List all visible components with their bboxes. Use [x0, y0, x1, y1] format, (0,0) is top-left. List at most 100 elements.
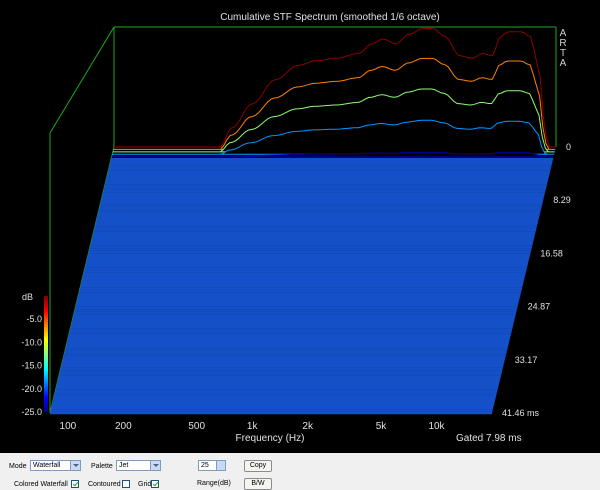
color-scale-step	[44, 350, 48, 351]
color-scale-step	[44, 365, 48, 366]
color-scale-step	[44, 375, 48, 376]
color-scale-step	[44, 331, 48, 332]
color-scale-step	[44, 355, 48, 356]
color-scale-step	[44, 362, 48, 363]
color-scale-step	[44, 325, 48, 326]
db-tick-label: -20.0	[21, 384, 42, 394]
color-scale-step	[44, 314, 48, 315]
frequency-tick-label: 1k	[247, 421, 259, 432]
db-tick-label: -15.0	[21, 361, 42, 371]
color-scale-step	[44, 326, 48, 327]
chevron-down-icon[interactable]	[150, 461, 160, 470]
color-scale-step	[44, 367, 48, 368]
color-scale-step	[44, 296, 48, 297]
chevron-down-icon[interactable]	[70, 461, 80, 470]
color-scale-step	[44, 318, 48, 319]
range-spinner[interactable]: 25	[198, 460, 226, 471]
color-scale-step	[44, 311, 48, 312]
color-scale-step	[44, 370, 48, 371]
frequency-tick-label: 5k	[376, 421, 388, 432]
chart-title: Cumulative STF Spectrum (smoothed 1/6 oc…	[220, 12, 440, 23]
color-scale-step	[44, 323, 48, 324]
color-scale-step	[44, 405, 48, 406]
color-scale-step	[44, 411, 48, 412]
color-scale-step	[44, 302, 48, 303]
frequency-tick-label: 200	[115, 421, 132, 432]
color-scale-step	[44, 410, 48, 411]
color-scale-step	[44, 377, 48, 378]
waterfall-chart: Cumulative STF Spectrum (smoothed 1/6 oc…	[21, 12, 572, 444]
copy-button[interactable]: Copy	[244, 460, 272, 472]
color-scale-step	[44, 307, 48, 308]
colored-waterfall-checkbox[interactable]	[71, 480, 79, 488]
color-scale-step	[44, 402, 48, 403]
palette-label: Palette	[91, 463, 113, 470]
frequency-tick-label: 500	[188, 421, 205, 432]
color-scale-step	[44, 368, 48, 369]
waterfall-floor	[50, 157, 554, 415]
color-scale-step	[44, 333, 48, 334]
frequency-axis-labels: 100 200 500 1k 2k 5k 10k	[60, 421, 446, 432]
color-scale-step	[44, 386, 48, 387]
color-scale-step	[44, 352, 48, 353]
control-panel: Mode Waterfall Palette Jet 25 Range(dB) …	[0, 453, 600, 490]
color-scale-step	[44, 299, 48, 300]
waterfall-slices	[111, 27, 556, 158]
gated-time-label: Gated 7.98 ms	[456, 433, 522, 444]
color-scale-step	[44, 353, 48, 354]
palette-select-value: Jet	[119, 462, 129, 469]
contoured-checkbox[interactable]	[122, 480, 130, 488]
color-scale-step	[44, 357, 48, 358]
bw-button[interactable]: B/W	[244, 478, 272, 490]
color-scale-step	[44, 304, 48, 305]
color-scale-step	[44, 387, 48, 388]
color-scale-step	[44, 360, 48, 361]
watermark-letter: R	[559, 38, 566, 49]
color-scale-step	[44, 330, 48, 331]
color-scale-step	[44, 305, 48, 306]
color-scale-step	[44, 343, 48, 344]
color-scale-step	[44, 380, 48, 381]
color-scale-step	[44, 340, 48, 341]
color-scale-step	[44, 378, 48, 379]
color-scale-step	[44, 372, 48, 373]
color-scale-step	[44, 346, 48, 347]
db-tick-label: -5.0	[26, 314, 42, 324]
contoured-label: Contoured	[88, 481, 121, 488]
color-scale-step	[44, 356, 48, 357]
watermark-letter: T	[560, 48, 566, 59]
mode-select[interactable]: Waterfall	[30, 460, 81, 471]
range-label: Range(dB)	[197, 480, 231, 487]
color-scale-step	[44, 383, 48, 384]
color-scale-step	[44, 344, 48, 345]
grid-checkbox[interactable]	[151, 480, 159, 488]
grid-label: Grid	[138, 481, 152, 488]
color-scale-step	[44, 392, 48, 393]
color-scale-step	[44, 361, 48, 362]
waterfall-plot: Cumulative STF Spectrum (smoothed 1/6 oc…	[0, 0, 600, 453]
mode-select-value: Waterfall	[33, 462, 61, 469]
color-scale-step	[44, 364, 48, 365]
color-scale-step	[44, 373, 48, 374]
color-scale-step	[44, 316, 48, 317]
color-scale-step	[44, 371, 48, 372]
time-tick-label: 0	[566, 142, 571, 152]
palette-select[interactable]: Jet	[116, 460, 161, 471]
db-unit-label: dB	[22, 292, 33, 302]
spinner-arrows-icon[interactable]	[216, 461, 225, 470]
color-scale-step	[44, 404, 48, 405]
color-scale-step	[44, 407, 48, 408]
db-scale-labels: dB -5.0 -10.0 -15.0 -20.0 -25.0	[21, 292, 42, 417]
color-scale-step	[44, 298, 48, 299]
color-scale-step	[44, 397, 48, 398]
time-tick-label: 16.58	[540, 248, 563, 258]
color-scale-step	[44, 321, 48, 322]
color-scale-step	[44, 398, 48, 399]
color-scale-step	[44, 327, 48, 328]
color-scale-step	[44, 381, 48, 382]
color-scale-step	[44, 348, 48, 349]
color-scale-step	[44, 391, 48, 392]
color-scale-step	[44, 312, 48, 313]
color-scale-step	[44, 359, 48, 360]
color-scale-step	[44, 408, 48, 409]
